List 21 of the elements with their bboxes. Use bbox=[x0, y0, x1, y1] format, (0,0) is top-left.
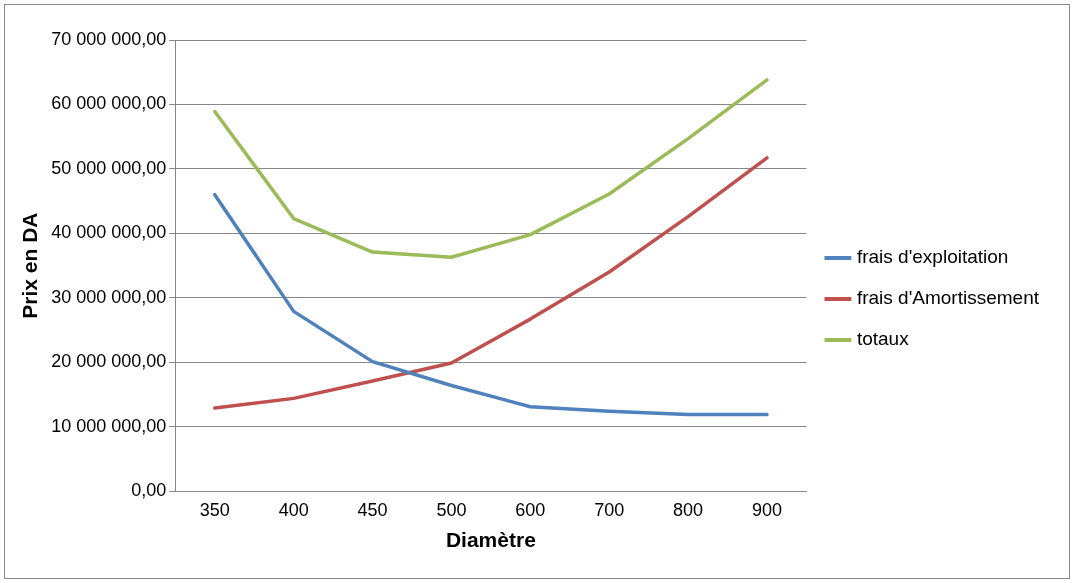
y-tick-label: 10 000 000,00 bbox=[51, 415, 167, 436]
y-tick-label: 60 000 000,00 bbox=[51, 93, 167, 114]
x-tick-label: 500 bbox=[436, 499, 467, 520]
x-tick-label: 350 bbox=[199, 499, 230, 520]
y-tick-label: 70 000 000,00 bbox=[51, 28, 167, 49]
y-tick-label: 20 000 000,00 bbox=[51, 351, 167, 372]
x-tick-label: 600 bbox=[515, 499, 546, 520]
y-tick-label: 0,00 bbox=[131, 480, 167, 501]
legend-label: totaux bbox=[856, 328, 910, 350]
y-axis-title: Prix en DA bbox=[18, 212, 42, 319]
y-tick-label: 40 000 000,00 bbox=[51, 222, 167, 243]
x-tick-label: 800 bbox=[673, 499, 704, 520]
y-tick-label: 50 000 000,00 bbox=[51, 157, 167, 178]
legend-label: frais d'exploitation bbox=[856, 246, 1009, 268]
y-tick-label: 30 000 000,00 bbox=[51, 286, 167, 307]
x-tick-label: 900 bbox=[751, 499, 783, 520]
x-tick-label: 700 bbox=[594, 499, 625, 520]
x-tick-label: 450 bbox=[357, 499, 388, 520]
legend-label: frais d'Amortissement bbox=[856, 287, 1040, 309]
x-axis-title: Diamètre bbox=[445, 528, 536, 552]
x-tick-label: 400 bbox=[278, 499, 309, 520]
